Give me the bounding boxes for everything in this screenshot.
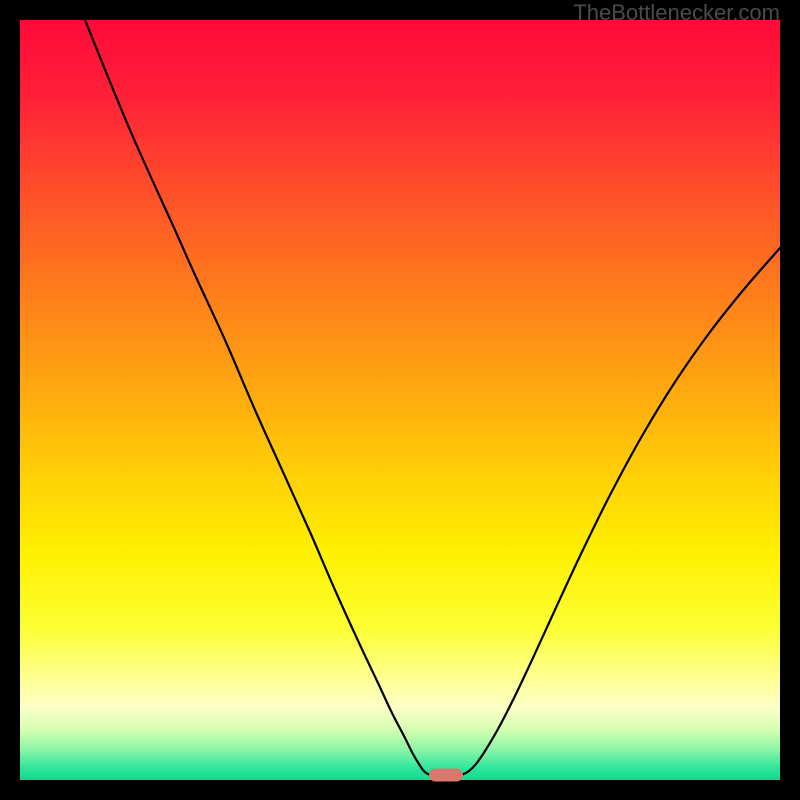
chart-svg xyxy=(0,0,800,800)
gradient-plot-area xyxy=(20,20,780,780)
chart-root: TheBottlenecker.com xyxy=(0,0,800,800)
optimal-point-marker xyxy=(429,769,463,782)
watermark-text: TheBottlenecker.com xyxy=(573,0,780,26)
